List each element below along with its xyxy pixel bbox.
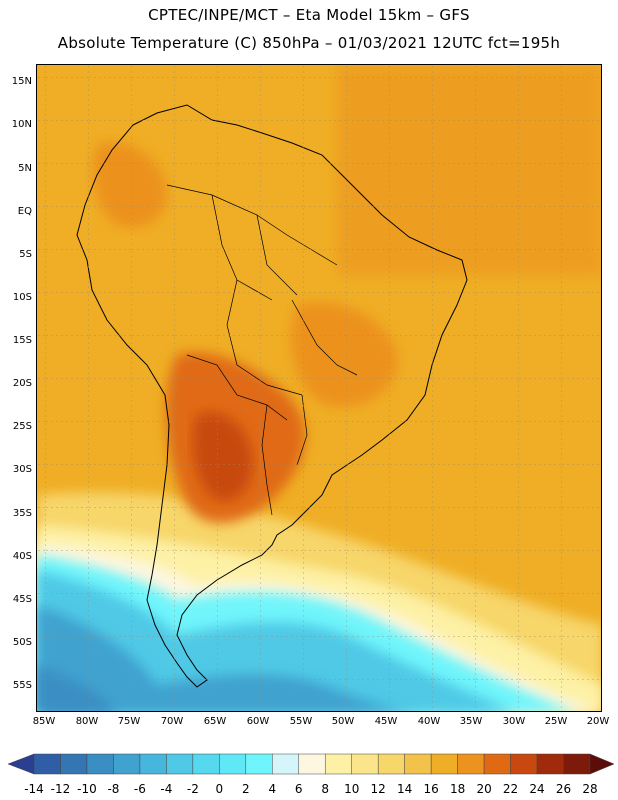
colorbar-label: -4 [160,782,173,796]
colorbar-cell [219,753,247,775]
lat-label: 10S [12,292,32,303]
lat-label: 30S [12,464,32,475]
colorbar-label: 14 [397,782,413,796]
lat-label: 15S [12,335,32,346]
chart-title-line2: Absolute Temperature (C) 850hPa – 01/03/… [57,34,561,52]
colorbar-cell [404,753,432,775]
lon-label: 40W [417,716,441,727]
colorbar-label: -2 [186,782,199,796]
lon-label: 55W [289,716,313,727]
colorbar-cell [113,753,141,775]
colorbar [7,753,615,775]
colorbar-cell [139,753,167,775]
colorbar-arrow-high [589,753,615,775]
lat-label: EQ [17,206,32,217]
colorbar-cell [33,753,61,775]
lat-label: 5S [19,249,32,260]
colorbar-cell [166,753,194,775]
lon-label: 20W [586,716,610,727]
colorbar-label: 16 [423,782,439,796]
graticule [37,65,601,711]
lat-label: 25S [12,421,32,432]
colorbar-cell [430,753,458,775]
colorbar-cell [192,753,220,775]
lat-label: 10N [11,119,32,130]
colorbar-cell [324,753,352,775]
colorbar-label: -6 [133,782,146,796]
lon-label: 75W [117,716,141,727]
lat-label: 40S [12,551,32,562]
lon-label: 30W [502,716,526,727]
lat-label: 5N [18,163,32,174]
lat-label: 15N [11,76,32,87]
colorbar-label: 0 [215,782,224,796]
colorbar-cell [298,753,326,775]
colorbar-label: -12 [50,782,71,796]
colorbar-label: 24 [529,782,545,796]
colorbar-cell [483,753,511,775]
temperature-map [36,64,602,712]
colorbar-cell [351,753,379,775]
colorbar-cell [457,753,485,775]
colorbar-cell [60,753,88,775]
lon-label: 50W [331,716,355,727]
colorbar-cell [272,753,300,775]
colorbar-cell [563,753,591,775]
colorbar-label: 26 [555,782,572,796]
lon-label: 80W [75,716,99,727]
chart-title-line1: CPTEC/INPE/MCT – Eta Model 15km – GFS [148,6,470,24]
colorbar-cell [536,753,564,775]
colorbar-cell [245,753,273,775]
colorbar-label: -8 [107,782,120,796]
colorbar-label: 8 [321,782,330,796]
lat-label: 20S [12,378,32,389]
lat-label: 35S [12,508,32,519]
colorbar-arrow-low [7,753,35,775]
colorbar-label: 4 [268,782,277,796]
colorbar-label: 20 [476,782,492,796]
lon-label: 65W [203,716,227,727]
colorbar-label: 10 [344,782,360,796]
colorbar-label: 28 [582,782,598,796]
colorbar-label: 18 [449,782,466,796]
colorbar-cell [86,753,114,775]
lat-label: 45S [12,594,32,605]
colorbar-label: -10 [77,782,97,796]
lon-label: 35W [459,716,483,727]
colorbar-label: 12 [370,782,386,796]
lon-label: 85W [32,716,56,727]
colorbar-cell [377,753,405,775]
lat-label: 50S [12,637,32,648]
lon-label: 70W [160,716,184,727]
lon-label: 25W [544,716,568,727]
lon-label: 60W [246,716,270,727]
colorbar-cell [510,753,538,775]
colorbar-label: 2 [241,782,250,796]
colorbar-label: 6 [294,782,303,796]
lat-label: 55S [12,680,32,691]
lon-label: 45W [374,716,398,727]
colorbar-label: -14 [24,782,44,796]
colorbar-label: 22 [502,782,519,796]
